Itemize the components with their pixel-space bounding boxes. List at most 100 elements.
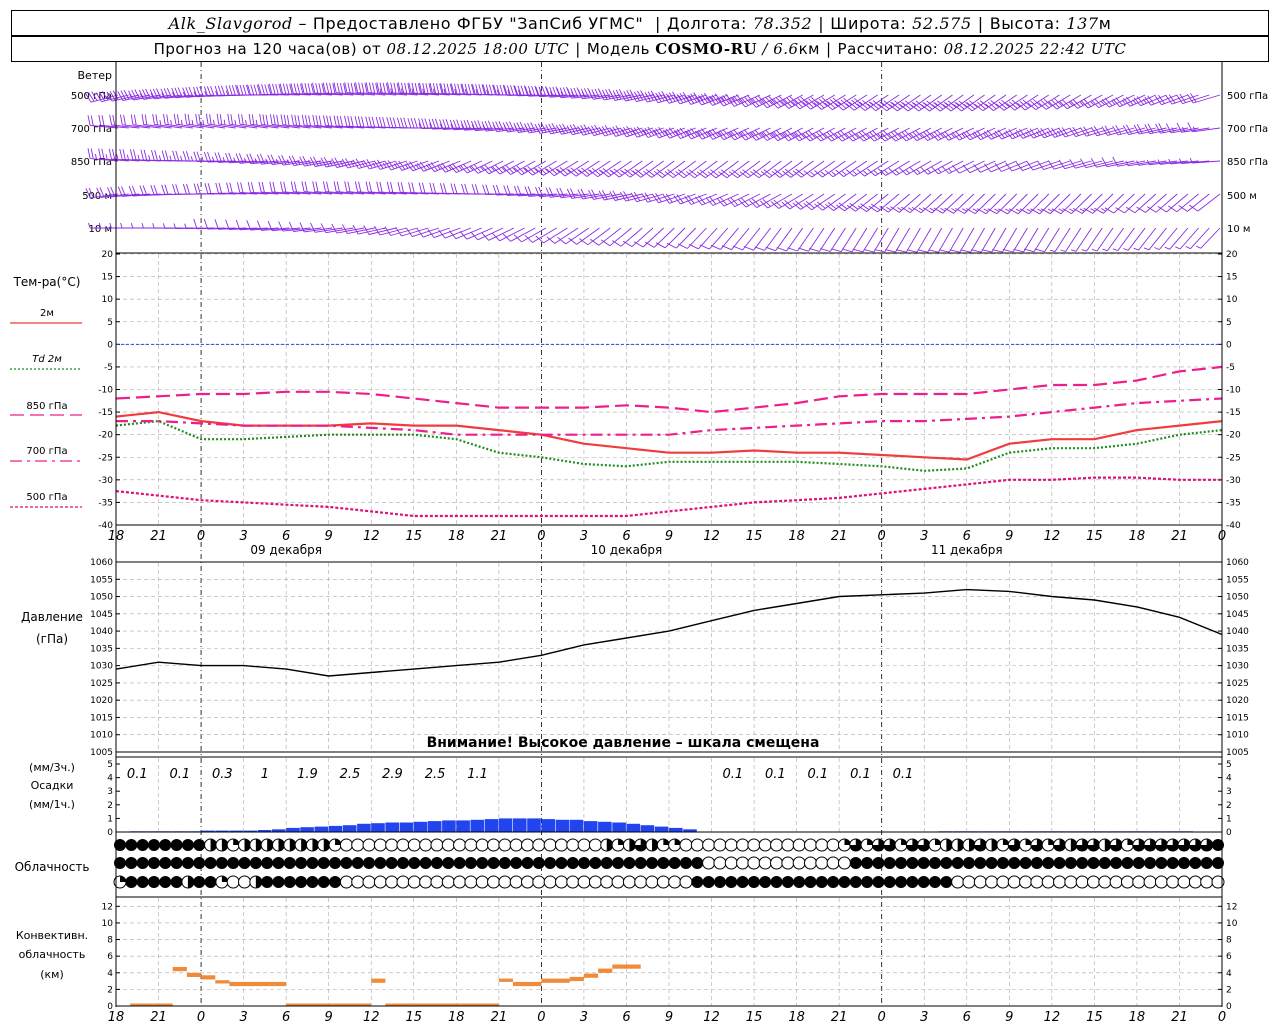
cloud-symbol bbox=[329, 876, 342, 888]
cloud-symbol bbox=[770, 838, 784, 852]
cloud-symbol bbox=[713, 856, 727, 870]
cloud-symbol bbox=[803, 856, 817, 870]
wind-barb bbox=[427, 227, 461, 239]
wind-barb bbox=[1146, 159, 1178, 166]
wind-barb bbox=[933, 193, 964, 214]
wind-barb bbox=[352, 158, 386, 169]
wind-barb bbox=[567, 160, 600, 177]
wind-barb bbox=[98, 114, 129, 129]
cloud-overcast-mark bbox=[1030, 857, 1043, 869]
wind-barb bbox=[721, 227, 750, 251]
cloud-symbol bbox=[996, 838, 1010, 852]
wind-barb bbox=[1034, 227, 1060, 253]
cloud-symbol bbox=[396, 875, 410, 889]
wind-barb bbox=[739, 160, 771, 179]
wind-barb bbox=[247, 182, 279, 195]
wind-barb bbox=[600, 160, 632, 178]
cloud-overcast-mark bbox=[193, 857, 206, 869]
wind-barb bbox=[1164, 227, 1189, 250]
wind-barb bbox=[363, 159, 397, 170]
convective-segment bbox=[541, 978, 570, 983]
wind-barb bbox=[87, 148, 119, 162]
cloud-symbol bbox=[1098, 857, 1111, 869]
wind-barb bbox=[278, 155, 311, 166]
wind-barb bbox=[384, 226, 418, 236]
wind-barb bbox=[782, 160, 814, 178]
wind-barb bbox=[524, 160, 557, 176]
cloud-symbol bbox=[815, 856, 829, 870]
conv-hour-label: 9 bbox=[325, 1010, 333, 1024]
cloud-symbol bbox=[1154, 875, 1168, 889]
cloud-overcast-mark bbox=[589, 857, 602, 869]
cloud-fill-three-quarter bbox=[849, 839, 862, 852]
wind-barb bbox=[974, 94, 1007, 112]
wind-barb bbox=[523, 122, 557, 134]
cloud-overcast-mark bbox=[623, 857, 636, 869]
temp-tick-label-left: 0 bbox=[107, 340, 113, 350]
cloud-symbol bbox=[159, 857, 172, 869]
cloud-overcast-mark bbox=[1110, 857, 1123, 869]
wind-barb bbox=[1123, 227, 1146, 251]
cloud-overcast-mark bbox=[1008, 857, 1021, 869]
temp-hour-label: 3 bbox=[920, 529, 928, 544]
press-tick-label-right: 1020 bbox=[1226, 696, 1249, 706]
wind-barb bbox=[546, 227, 579, 244]
cloud-symbol bbox=[1008, 857, 1021, 869]
cloud-symbol bbox=[861, 876, 874, 888]
cloud-symbol bbox=[849, 857, 862, 869]
cloud-overcast-mark bbox=[917, 857, 930, 869]
cloud-symbol bbox=[668, 838, 682, 852]
press-tick-label-right: 1050 bbox=[1226, 593, 1249, 603]
cloud-symbol bbox=[170, 839, 183, 851]
convective-label-2: облачность bbox=[19, 948, 86, 961]
cloud-outline-mark bbox=[1098, 875, 1112, 889]
temp-hour-label: 21 bbox=[1171, 529, 1188, 544]
wind-barb bbox=[301, 82, 333, 96]
cloud-overcast-mark bbox=[646, 857, 659, 869]
wind-barb bbox=[750, 160, 782, 179]
cloud-overcast-mark bbox=[363, 857, 376, 869]
wind-barb bbox=[610, 160, 643, 178]
wind-barb bbox=[652, 91, 686, 104]
cloud-symbol bbox=[419, 875, 433, 889]
wind-barb bbox=[600, 227, 632, 247]
cloud-symbol bbox=[521, 838, 535, 852]
temp-tick-label-right: -15 bbox=[1226, 408, 1241, 418]
press-tick-label-right: 1040 bbox=[1226, 627, 1249, 637]
cloud-outline-mark bbox=[362, 875, 376, 889]
model-name: COSMO-RU bbox=[655, 40, 758, 58]
cloud-outline-mark bbox=[1086, 875, 1100, 889]
cloud-fill-quarter bbox=[335, 839, 342, 845]
cloud-overcast-mark bbox=[193, 876, 206, 888]
wind-barb bbox=[952, 160, 985, 174]
wind-barb bbox=[846, 193, 878, 212]
cloud-symbol bbox=[487, 857, 500, 869]
wind-barb bbox=[427, 160, 461, 173]
cloud-symbol bbox=[612, 857, 625, 869]
wind-barb bbox=[322, 115, 354, 129]
cloud-overcast-mark bbox=[204, 857, 217, 869]
conv-hour-label: 0 bbox=[197, 1010, 205, 1024]
cloud-symbol bbox=[1086, 875, 1100, 889]
wind-barb bbox=[686, 160, 718, 179]
cloud-symbol bbox=[1144, 857, 1157, 869]
wind-barb bbox=[852, 227, 878, 253]
wind-barb bbox=[710, 227, 739, 250]
wind-barb bbox=[695, 193, 728, 206]
conv-hour-label: 18 bbox=[448, 1010, 465, 1024]
cloud-symbol bbox=[1086, 838, 1100, 852]
temp-hour-label: 21 bbox=[150, 529, 167, 544]
precip-accum-label: 1 bbox=[261, 767, 269, 782]
wind-barb bbox=[598, 88, 632, 101]
wind-barb bbox=[141, 114, 172, 129]
press-tick-label-left: 1005 bbox=[90, 748, 113, 758]
day-label-2: 11 декабря bbox=[931, 543, 1003, 557]
wind-level-500m-right: 500 м bbox=[1227, 191, 1257, 202]
wind-barb bbox=[395, 160, 429, 171]
day-label-0: 09 декабря bbox=[250, 543, 322, 557]
wind-barb bbox=[920, 160, 953, 175]
cloud-symbol bbox=[973, 875, 987, 889]
cloud-symbol bbox=[928, 838, 942, 852]
cloud-outline-mark bbox=[656, 875, 670, 889]
wind-barb bbox=[716, 193, 750, 207]
